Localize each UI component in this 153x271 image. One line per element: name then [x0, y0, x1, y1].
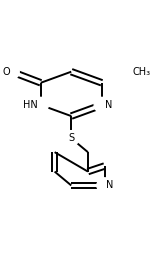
Circle shape: [94, 97, 109, 113]
Text: HN: HN: [23, 100, 38, 110]
Circle shape: [33, 97, 48, 113]
Text: CH₃: CH₃: [132, 67, 150, 77]
Text: N: N: [106, 180, 113, 191]
Circle shape: [123, 64, 138, 79]
Text: N: N: [104, 100, 112, 110]
Text: S: S: [68, 133, 74, 143]
Circle shape: [64, 131, 79, 146]
Circle shape: [4, 64, 19, 79]
Circle shape: [97, 178, 112, 193]
Text: O: O: [3, 67, 10, 77]
